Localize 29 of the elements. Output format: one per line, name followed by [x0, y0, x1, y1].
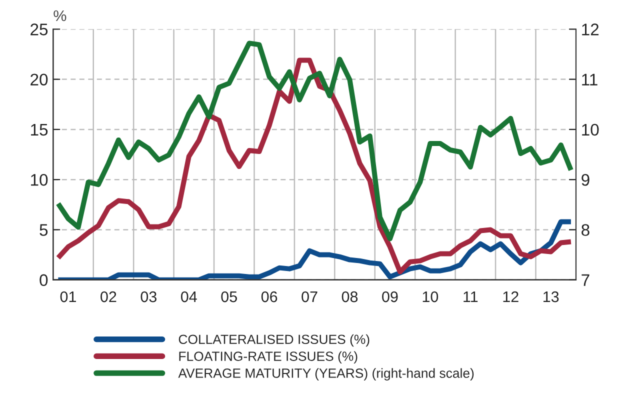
y-tick-label: 25: [30, 24, 48, 36]
x-tick-label: 11: [464, 292, 478, 302]
y2-tick-label: 9: [582, 174, 590, 186]
x-tick-label: 10: [422, 291, 438, 302]
x-tick-label: 03: [140, 291, 156, 302]
legend-label: AVERAGE MATURITY (YEARS) (right-hand scale): [178, 368, 474, 380]
x-tick-label: 05: [221, 291, 237, 302]
legend-label: FLOATING-RATE ISSUES (%): [179, 351, 358, 364]
x-tick-label: 02: [100, 291, 116, 302]
x-tick-label: 09: [382, 291, 398, 302]
x-tick-label: 01: [60, 291, 76, 302]
y2-tick-label: 7: [582, 274, 590, 286]
x-tick-label: 06: [261, 291, 278, 302]
legend-label: COLLATERALISED ISSUES (%): [178, 334, 370, 347]
y-tick-label: 5: [40, 224, 48, 236]
y-tick-label: 20: [30, 74, 48, 86]
x-tick-label: 12: [503, 291, 518, 302]
y-tick-label: 10: [31, 174, 48, 186]
y2-tick-label: 12: [582, 24, 599, 36]
x-tick-label: 08: [342, 291, 358, 302]
y2-tick-label: 10: [582, 124, 599, 136]
x-tick-label: 04: [180, 291, 197, 302]
y-tick-label: 0: [40, 274, 48, 286]
x-tick-label: 13: [544, 291, 559, 302]
y2-tick-label: 11: [582, 74, 598, 86]
y-tick-label: 15: [31, 124, 48, 136]
y-axis-title: %: [54, 10, 66, 22]
x-tick-label: 07: [302, 291, 318, 302]
y2-tick-label: 8: [582, 224, 590, 236]
